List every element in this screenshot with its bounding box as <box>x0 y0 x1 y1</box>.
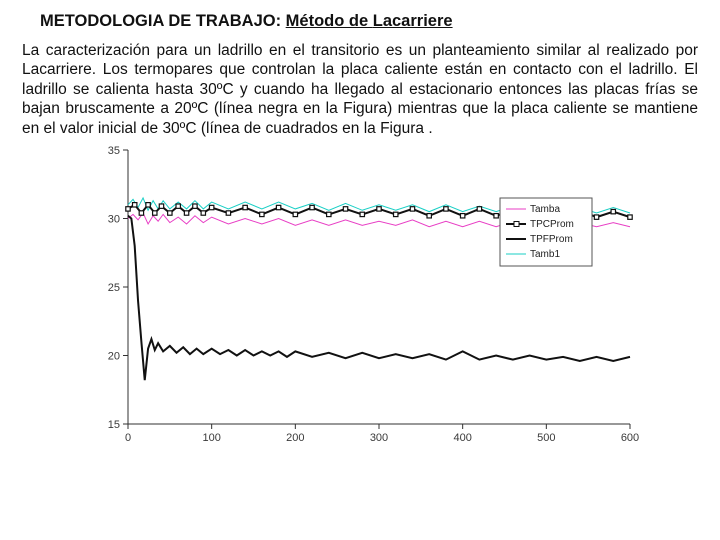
svg-text:15: 15 <box>108 419 120 431</box>
svg-text:100: 100 <box>202 432 220 444</box>
page-title: METODOLOGIA DE TRABAJO: Método de Lacarr… <box>40 12 698 31</box>
svg-text:Tamb1: Tamb1 <box>530 249 560 260</box>
temperature-chart: 15 20 25 30 35 0 100 200 300 400 500 600 Tamba TPCPro… <box>80 140 640 452</box>
svg-text:300: 300 <box>370 432 388 444</box>
heading-subject-pre: Método de <box>286 12 373 30</box>
body-paragraph: La caracterización para un ladrillo en e… <box>22 41 698 138</box>
svg-text:400: 400 <box>453 432 471 444</box>
chart-container: 15 20 25 30 35 0 100 200 300 400 500 600 Tamba TPCPro… <box>22 146 698 457</box>
heading-prefix: METODOLOGIA DE TRABAJO: <box>40 12 286 30</box>
svg-text:500: 500 <box>537 432 555 444</box>
svg-text:TPFProm: TPFProm <box>530 234 573 245</box>
svg-text:Tamba: Tamba <box>530 204 560 215</box>
svg-text:600: 600 <box>621 432 639 444</box>
svg-text:0: 0 <box>125 432 131 444</box>
svg-text:TPCProm: TPCProm <box>530 219 574 230</box>
svg-text:25: 25 <box>108 282 120 294</box>
svg-text:30: 30 <box>108 213 120 225</box>
heading-subject: Lacarriere <box>373 12 453 30</box>
svg-text:20: 20 <box>108 350 120 362</box>
svg-text:35: 35 <box>108 145 120 157</box>
svg-text:200: 200 <box>286 432 304 444</box>
